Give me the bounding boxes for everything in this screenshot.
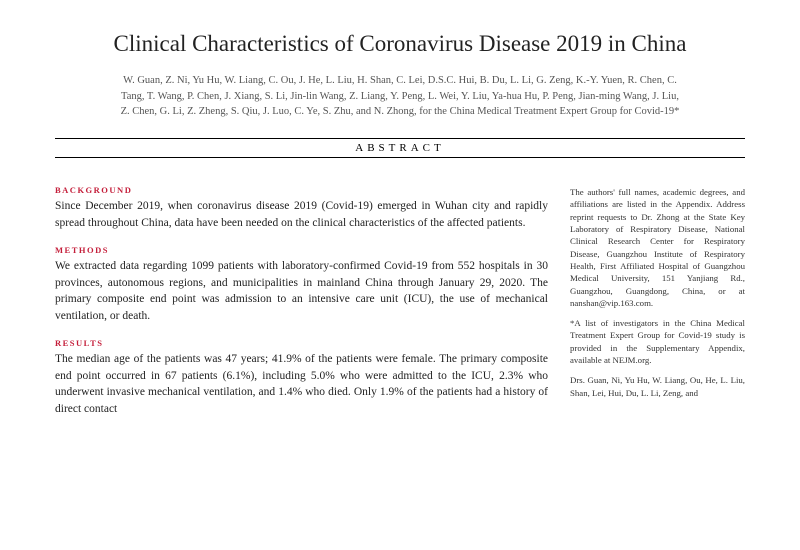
- rule-bottom: [55, 157, 745, 158]
- results-label: RESULTS: [55, 337, 548, 349]
- background-text: Since December 2019, when coronavirus di…: [55, 198, 548, 231]
- sidebar-affiliation: The authors' full names, academic degree…: [570, 186, 745, 309]
- sidebar-contrib: Drs. Guan, Ni, Yu Hu, W. Liang, Ou, He, …: [570, 374, 745, 399]
- article-title: Clinical Characteristics of Coronavirus …: [55, 30, 745, 59]
- sidebar-investigators: *A list of investigators in the China Me…: [570, 317, 745, 366]
- background-label: BACKGROUND: [55, 184, 548, 196]
- methods-text: We extracted data regarding 1099 patient…: [55, 258, 548, 325]
- abstract-main-column: BACKGROUND Since December 2019, when cor…: [55, 172, 548, 420]
- abstract-body: BACKGROUND Since December 2019, when cor…: [55, 172, 745, 420]
- rule-top: [55, 138, 745, 139]
- author-list: W. Guan, Z. Ni, Yu Hu, W. Liang, C. Ou, …: [120, 73, 680, 120]
- results-text: The median age of the patients was 47 ye…: [55, 351, 548, 418]
- abstract-heading: ABSTRACT: [55, 142, 745, 154]
- sidebar-column: The authors' full names, academic degree…: [570, 172, 745, 420]
- methods-label: METHODS: [55, 244, 548, 256]
